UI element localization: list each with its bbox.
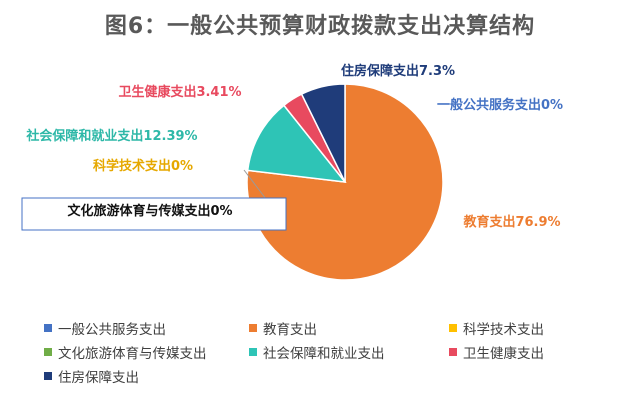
label-box — [21, 197, 287, 231]
legend-row: 一般公共服务支出 教育支出 科学技术支出 — [44, 316, 604, 340]
legend-item: 教育支出 — [249, 318, 449, 338]
data-label: 一般公共服务支出0% — [437, 97, 563, 113]
legend-label: 文化旅游体育与传媒支出 — [58, 346, 207, 362]
legend-item: 社会保障和就业支出 — [249, 342, 449, 362]
legend-swatch — [449, 348, 457, 356]
legend-label: 教育支出 — [263, 322, 317, 338]
legend-row: 文化旅游体育与传媒支出 社会保障和就业支出 卫生健康支出 — [44, 340, 604, 364]
legend-swatch — [249, 324, 257, 332]
data-label: 科学技术支出0% — [93, 158, 193, 174]
legend-item: 住房保障支出 — [44, 366, 249, 386]
pie-slice — [246, 104, 347, 183]
legend-item: 文化旅游体育与传媒支出 — [44, 342, 249, 362]
legend-swatch — [449, 324, 457, 332]
data-label: 教育支出76.9% — [462, 214, 560, 230]
legend-item: 卫生健康支出 — [449, 342, 544, 362]
legend-swatch — [44, 324, 52, 332]
legend-swatch — [44, 372, 52, 380]
legend-label: 住房保障支出 — [58, 370, 139, 386]
data-label: 卫生健康支出3.41% — [118, 84, 241, 100]
legend-label: 一般公共服务支出 — [58, 322, 166, 338]
data-label: 文化旅游体育与传媒支出0% — [67, 203, 232, 219]
data-label: 住房保障支出7.3% — [341, 63, 455, 79]
legend-swatch — [249, 348, 257, 356]
chart-legend: 一般公共服务支出 教育支出 科学技术支出文化旅游体育与传媒支出 社会保障和就业支出 卫生… — [44, 316, 604, 388]
legend-label: 社会保障和就业支出 — [263, 346, 385, 362]
legend-label: 卫生健康支出 — [463, 346, 544, 362]
legend-label: 科学技术支出 — [463, 322, 544, 338]
data-label: 社会保障和就业支出12.39% — [25, 128, 197, 144]
legend-row: 住房保障支出 — [44, 364, 604, 388]
chart-title: 图6：一般公共预算财政拨款支出决算结构 — [104, 14, 536, 39]
legend-item: 科学技术支出 — [449, 318, 544, 338]
pie-slice — [300, 83, 346, 183]
pie-chart: 一般公共服务支出0% 教育支出76.9% 科学技术支出0% 文化旅游体育与传媒支出0%… — [21, 63, 563, 281]
leader-line — [243, 169, 267, 200]
legend-swatch — [44, 348, 52, 356]
legend-item: 一般公共服务支出 — [44, 318, 249, 338]
